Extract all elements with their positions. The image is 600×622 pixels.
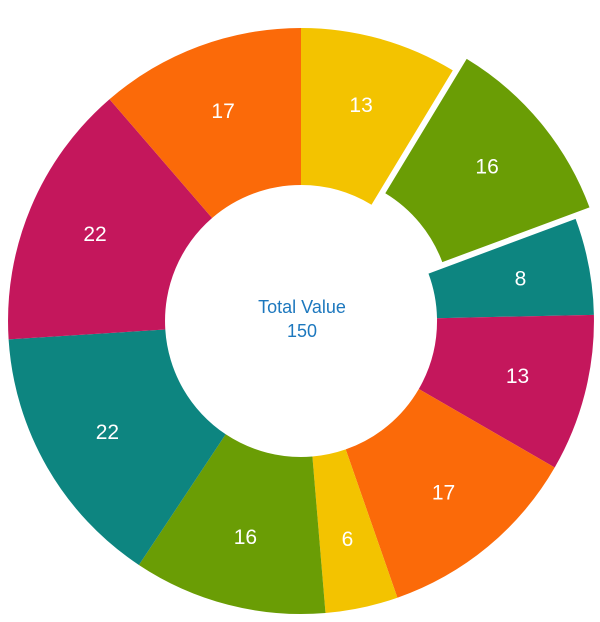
donut-slice-8[interactable] [8,99,213,340]
slice-label-8: 22 [83,223,106,246]
slice-label-7: 22 [96,421,119,444]
slice-label-4: 17 [432,482,455,505]
slice-label-9: 17 [211,100,234,123]
slice-labels: 13 16 8 13 17 6 16 22 22 17 [83,94,529,551]
slice-label-2: 8 [515,268,527,291]
donut-slice-7[interactable] [8,329,226,566]
donut-slice-4[interactable] [345,389,555,598]
donut-slices [8,27,594,615]
donut-slice-9[interactable] [109,27,302,218]
donut-slice-2[interactable] [428,218,594,319]
slice-label-3: 13 [506,365,529,388]
center-value: 150 [287,321,317,341]
slice-label-6: 16 [234,526,257,549]
donut-slice-6[interactable] [138,434,326,615]
slice-label-1: 16 [475,156,498,179]
donut-slice-1[interactable] [385,58,590,263]
donut-slice-0[interactable] [301,28,453,205]
donut-slice-3[interactable] [418,314,594,468]
center-title: Total Value [258,297,346,317]
donut-slice-5[interactable] [312,449,398,613]
slice-label-0: 13 [349,94,372,117]
slice-label-5: 6 [342,528,354,551]
